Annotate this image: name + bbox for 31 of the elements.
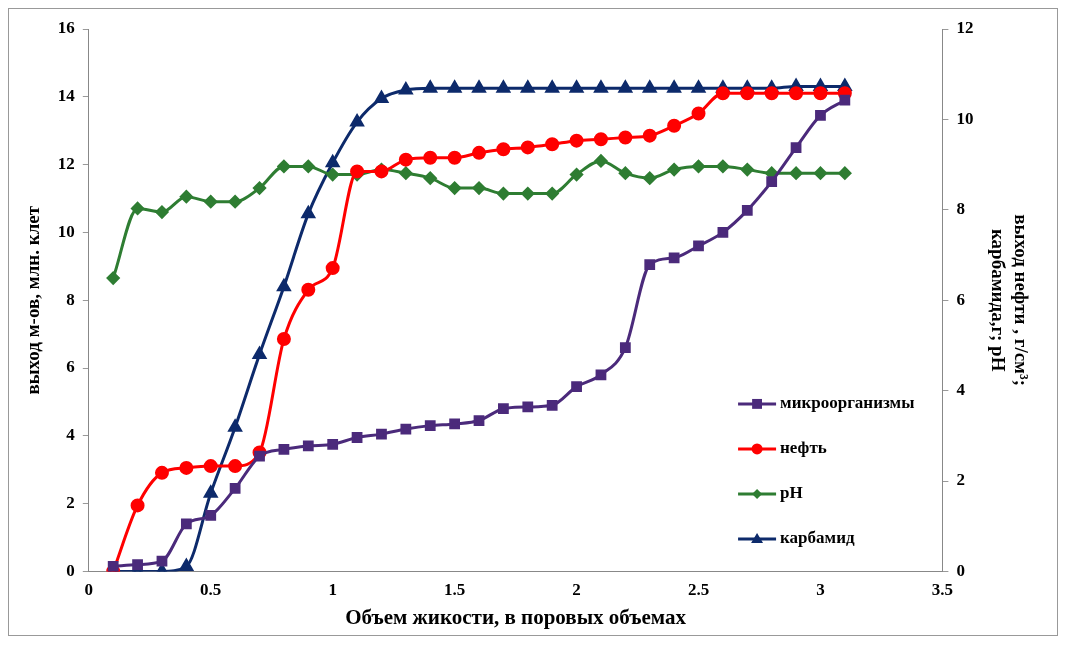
x-tick-label: 3.5 xyxy=(931,579,954,599)
x-tick-label: 2.5 xyxy=(687,579,710,599)
legend-label: карбамид xyxy=(780,528,855,548)
legend-label: нефть xyxy=(780,438,827,458)
y2-tick-label: 10 xyxy=(956,108,974,128)
legend-label: микроорганизмы xyxy=(780,393,915,413)
y-axis-title: выход м-ов, млн. клет xyxy=(22,205,44,395)
y-tick-label: 6 xyxy=(66,357,75,377)
x-tick-label: 2 xyxy=(572,579,581,599)
x-tick-label: 1 xyxy=(328,579,337,599)
x-tick-label: 1.5 xyxy=(444,579,466,599)
y-tick-label: 8 xyxy=(66,289,75,309)
y2-tick-label: 8 xyxy=(956,199,965,219)
x-tick-label: 3 xyxy=(816,579,825,599)
y2-tick-label: 4 xyxy=(956,379,966,399)
y-tick-label: 10 xyxy=(57,221,75,241)
y2-axis-title: выход нефти , г/см³; карбамида,г; рН xyxy=(987,214,1032,387)
x-axis-title: Объем жикости, в поровых объемах xyxy=(345,604,687,629)
y2-tick-label: 2 xyxy=(956,470,965,490)
x-tick-label: 0 xyxy=(84,579,94,599)
y-tick-label: 12 xyxy=(57,153,75,173)
y2-tick-label: 6 xyxy=(956,289,965,309)
y-tick-label: 4 xyxy=(66,425,76,445)
y-tick-label: 16 xyxy=(57,18,75,38)
y-tick-label: 14 xyxy=(57,86,76,106)
y2-tick-label: 0 xyxy=(956,560,965,580)
y2-tick-label: 12 xyxy=(956,18,974,38)
legend-label: рН xyxy=(780,483,803,503)
y-tick-label: 0 xyxy=(66,560,75,580)
x-tick-label: 0.5 xyxy=(200,579,222,599)
y-tick-label: 2 xyxy=(66,492,75,512)
